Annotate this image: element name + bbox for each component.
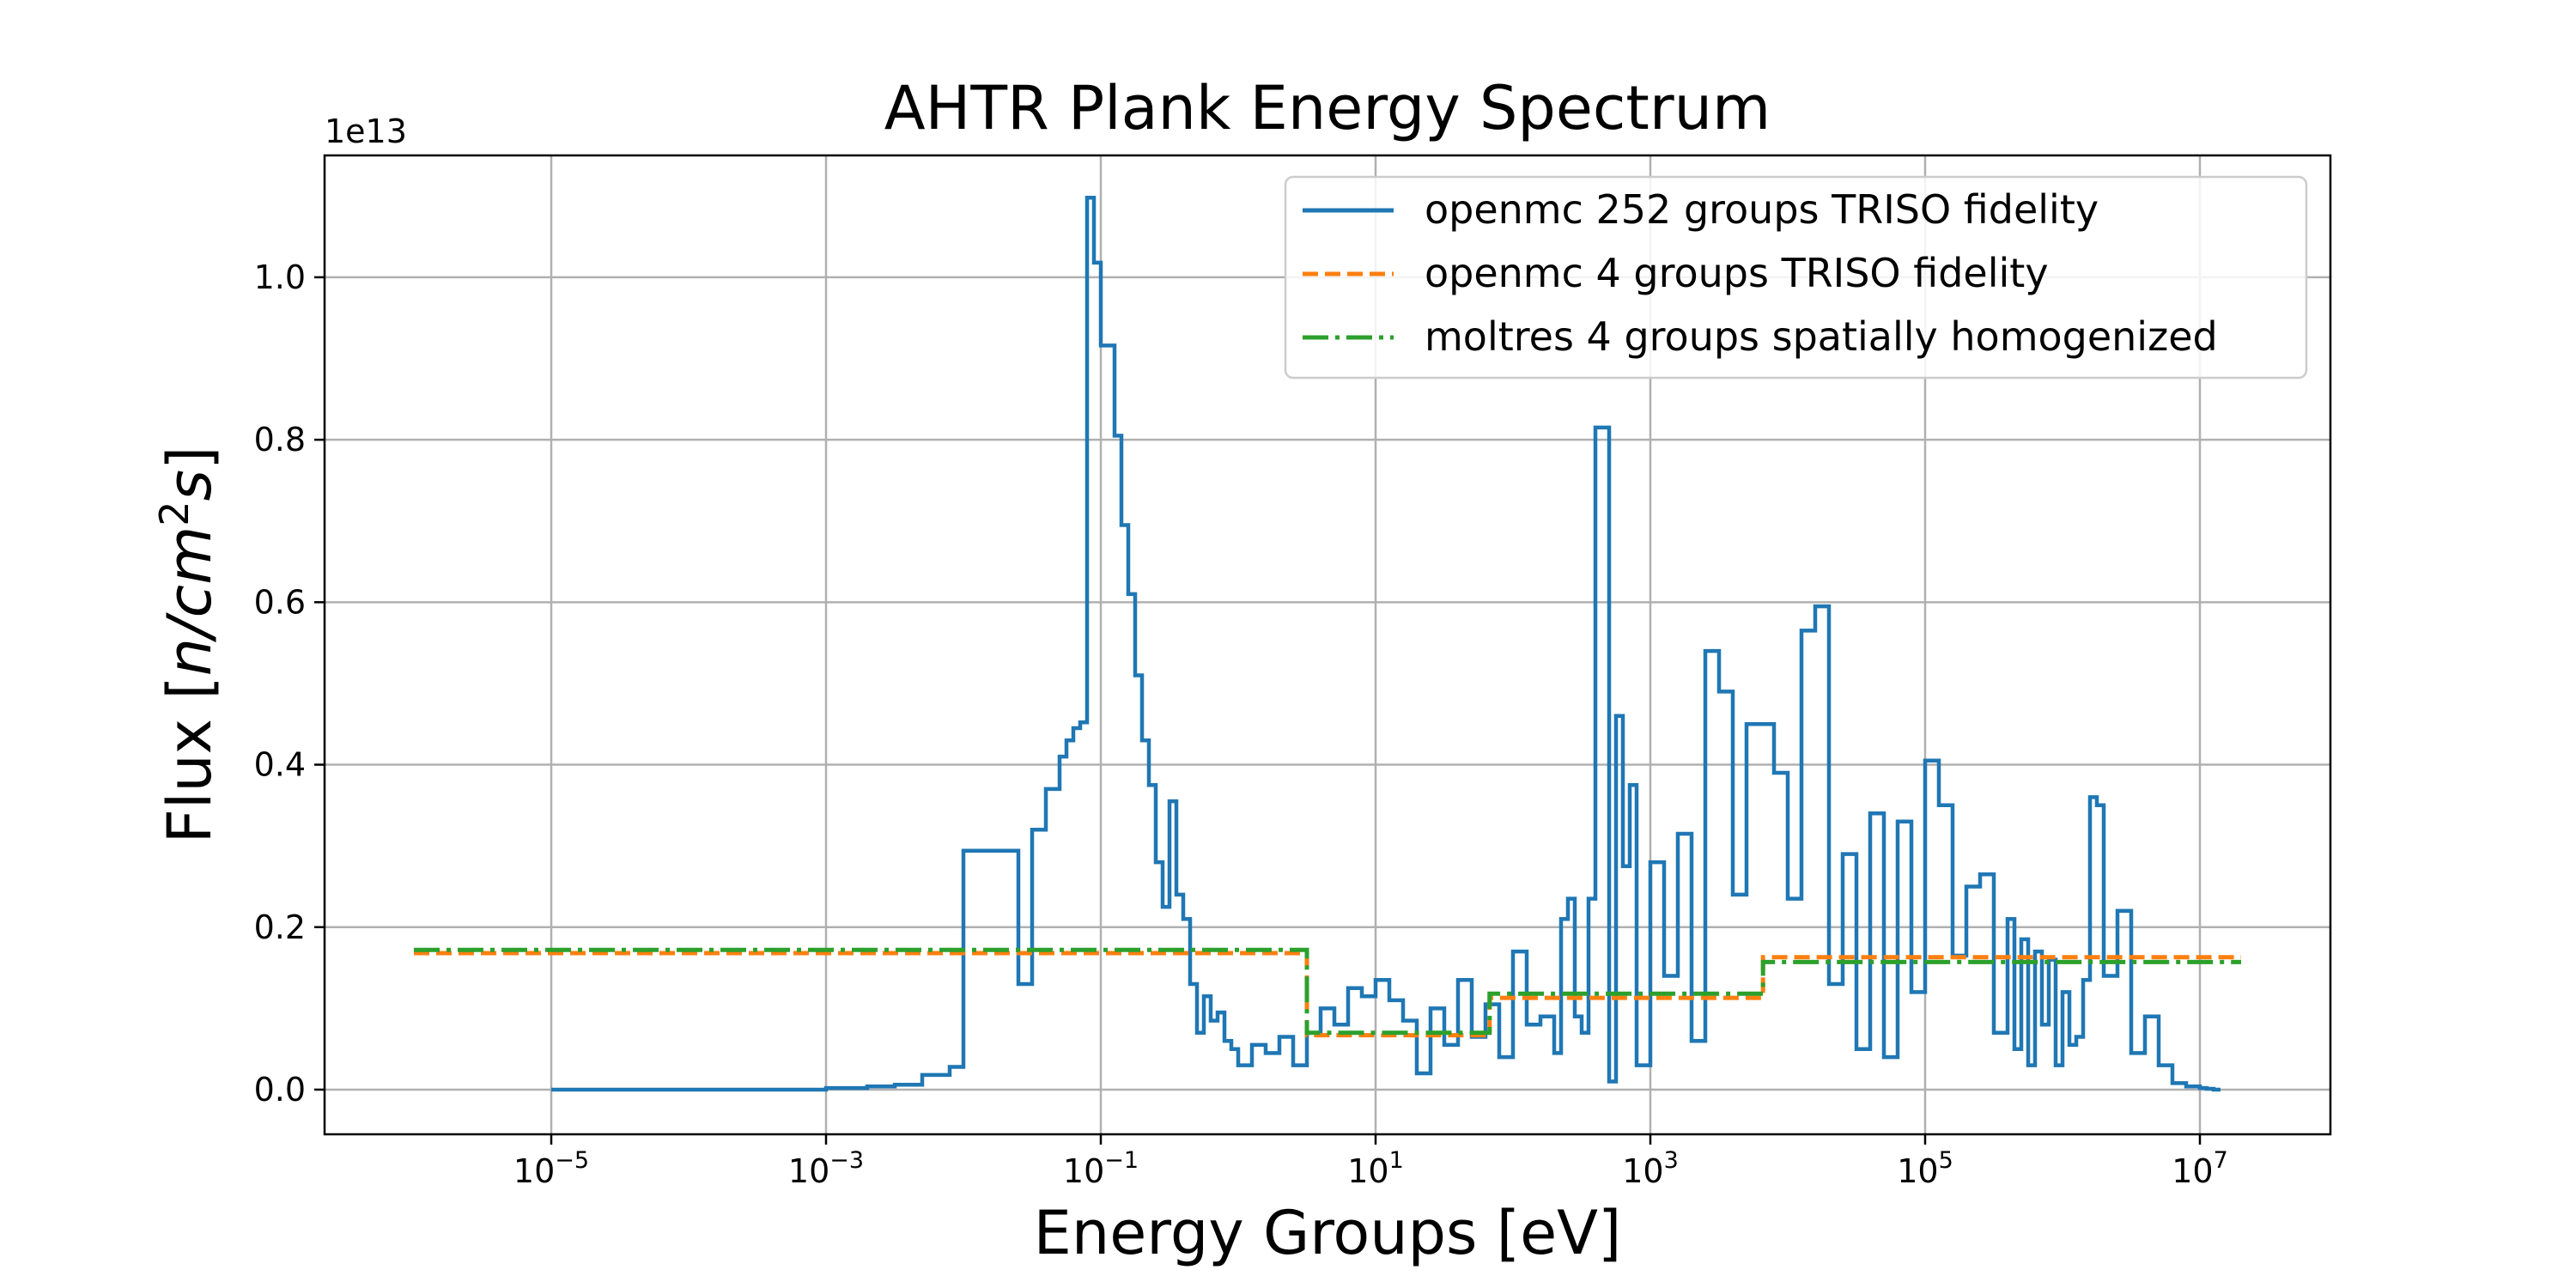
legend-label-openmc-4: openmc 4 groups TRISO fidelity xyxy=(1425,250,2049,296)
y-tick-label: 0.4 xyxy=(254,746,306,784)
x-tick-label: 101 xyxy=(1347,1147,1404,1190)
x-axis-label: Energy Groups [eV] xyxy=(1034,1198,1622,1268)
x-tick-label: 10−5 xyxy=(513,1147,589,1190)
y-axis: 0.0 0.2 0.4 0.6 0.8 1.0 xyxy=(254,258,325,1109)
x-tick-label: 107 xyxy=(2172,1147,2228,1190)
series-line-0 xyxy=(551,195,2221,1092)
series-line-2 xyxy=(414,947,2241,1036)
x-tick-label: 10−1 xyxy=(1063,1147,1139,1190)
x-axis: 10−5 10−3 10−1 101 103 105 107 xyxy=(513,1134,2228,1190)
y-tick-label: 0.8 xyxy=(254,421,306,459)
chart-title: AHTR Plank Energy Spectrum xyxy=(884,73,1771,143)
x-tick-label: 105 xyxy=(1897,1147,1953,1190)
series-group xyxy=(414,195,2241,1092)
y-tick-label: 0.6 xyxy=(254,583,306,621)
x-tick-label: 103 xyxy=(1622,1147,1679,1190)
legend-label-moltres-4: moltres 4 groups spatially homogenized xyxy=(1425,313,2218,360)
y-offset-label: 1e13 xyxy=(325,112,407,150)
plot-frame xyxy=(323,154,2332,1136)
y-tick-label: 0.2 xyxy=(254,908,306,946)
legend: openmc 252 groups TRISO fidelity openmc … xyxy=(1284,175,2308,380)
y-tick-label: 1.0 xyxy=(254,258,306,296)
y-tick-label: 0.0 xyxy=(254,1071,306,1109)
legend-label-openmc-252: openmc 252 groups TRISO fidelity xyxy=(1425,186,2099,233)
y-axis-label: Flux [n/cm2s] xyxy=(151,447,225,844)
legend-box xyxy=(1284,175,2308,380)
x-tick-label: 10−3 xyxy=(788,1147,864,1190)
